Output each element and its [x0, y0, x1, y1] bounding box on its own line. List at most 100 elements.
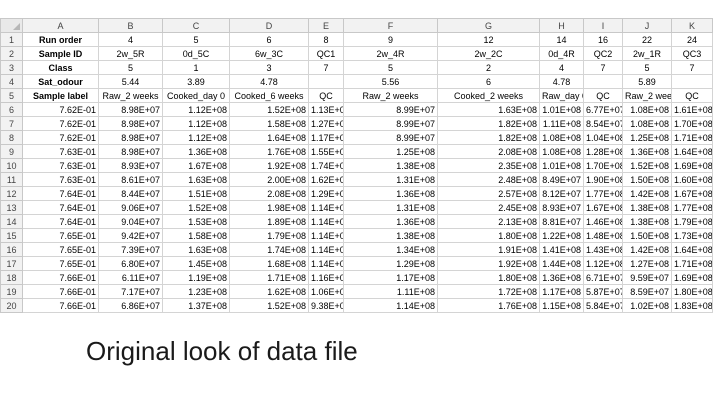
- sheet-cell[interactable]: 2.08E+08: [437, 144, 540, 159]
- sheet-cell[interactable]: 1.89E+08: [229, 214, 309, 229]
- row-header[interactable]: 18: [0, 270, 23, 285]
- sheet-cell[interactable]: 1.64E+08: [229, 130, 309, 145]
- sheet-cell[interactable]: 1.04E+08: [583, 130, 623, 145]
- sheet-cell[interactable]: 1.38E+08: [343, 158, 438, 173]
- sheet-cell[interactable]: 8.81E+07: [539, 214, 584, 229]
- sheet-cell[interactable]: 1.36E+08: [622, 144, 672, 159]
- sheet-cell[interactable]: 7: [583, 60, 623, 75]
- sheet-cell[interactable]: 7.62E-01: [22, 116, 99, 131]
- sheet-cell[interactable]: 1.29E+08: [308, 186, 344, 201]
- sheet-cell[interactable]: [308, 74, 344, 89]
- sheet-cell[interactable]: Raw_2 weeks: [98, 88, 163, 103]
- row-header[interactable]: 8: [0, 130, 23, 145]
- sheet-cell[interactable]: 2.00E+08: [229, 172, 309, 187]
- sheet-cell[interactable]: 4.78: [539, 74, 584, 89]
- sheet-cell[interactable]: 1.02E+08: [622, 298, 672, 313]
- sheet-cell[interactable]: 8.98E+07: [98, 102, 163, 117]
- sheet-cell[interactable]: Cooked_2 weeks: [437, 88, 540, 103]
- sheet-cell[interactable]: 8.54E+07: [583, 116, 623, 131]
- row-header[interactable]: 7: [0, 116, 23, 131]
- sheet-cell[interactable]: 1.69E+08: [671, 158, 713, 173]
- sheet-cell[interactable]: 1.52E+08: [162, 200, 230, 215]
- sheet-cell[interactable]: 6.77E+07: [583, 102, 623, 117]
- sheet-cell[interactable]: 1.79E+08: [229, 228, 309, 243]
- sheet-cell[interactable]: 1.06E+08: [308, 284, 344, 299]
- sheet-cell[interactable]: 1.45E+08: [162, 256, 230, 271]
- column-header-g[interactable]: G: [437, 18, 540, 33]
- sheet-cell[interactable]: 1.25E+08: [343, 144, 438, 159]
- sheet-cell[interactable]: 1.38E+08: [343, 228, 438, 243]
- column-header-c[interactable]: C: [162, 18, 230, 33]
- sheet-cell[interactable]: 1.80E+08: [437, 228, 540, 243]
- sheet-cell[interactable]: 0d_4R: [539, 46, 584, 61]
- sheet-cell[interactable]: 1.17E+08: [308, 130, 344, 145]
- column-header-f[interactable]: F: [343, 18, 438, 33]
- sheet-cell[interactable]: 9: [343, 32, 438, 47]
- sheet-cell[interactable]: 1.11E+08: [539, 116, 584, 131]
- sheet-cell[interactable]: 8.44E+07: [98, 186, 163, 201]
- column-header-j[interactable]: J: [622, 18, 672, 33]
- sheet-cell[interactable]: 2.13E+08: [437, 214, 540, 229]
- column-header-k[interactable]: K: [671, 18, 713, 33]
- sheet-cell[interactable]: 1.11E+08: [343, 284, 438, 299]
- sheet-cell[interactable]: 1.61E+08: [671, 102, 713, 117]
- sheet-cell[interactable]: 4: [539, 60, 584, 75]
- sheet-cell[interactable]: 1.51E+08: [162, 186, 230, 201]
- sheet-cell[interactable]: 1.15E+08: [539, 298, 584, 313]
- sheet-cell[interactable]: 2.35E+08: [437, 158, 540, 173]
- sheet-cell[interactable]: Cooked_6 weeks: [229, 88, 309, 103]
- sheet-cell[interactable]: 1.23E+08: [162, 284, 230, 299]
- sheet-cell[interactable]: 1.64E+08: [671, 144, 713, 159]
- column-header-b[interactable]: B: [98, 18, 163, 33]
- select-all-corner[interactable]: [0, 18, 23, 33]
- row-header[interactable]: 17: [0, 256, 23, 271]
- sheet-cell[interactable]: 1.73E+08: [671, 228, 713, 243]
- sheet-cell[interactable]: 1.12E+08: [162, 130, 230, 145]
- sheet-cell[interactable]: 1.71E+08: [229, 270, 309, 285]
- sheet-cell[interactable]: 1.68E+08: [229, 256, 309, 271]
- sheet-cell[interactable]: Cooked_day 0: [162, 88, 230, 103]
- sheet-cell[interactable]: 1.70E+08: [671, 116, 713, 131]
- sheet-cell[interactable]: 1.52E+08: [622, 158, 672, 173]
- sheet-cell[interactable]: 1.01E+08: [539, 158, 584, 173]
- sheet-cell[interactable]: 1.76E+08: [229, 144, 309, 159]
- sheet-cell[interactable]: 2w_4R: [343, 46, 438, 61]
- sheet-cell[interactable]: 0d_5C: [162, 46, 230, 61]
- sheet-cell[interactable]: 1.63E+08: [437, 102, 540, 117]
- sheet-cell[interactable]: 1.38E+08: [622, 214, 672, 229]
- sheet-cell[interactable]: 8: [308, 32, 344, 47]
- sheet-cell[interactable]: QC3: [671, 46, 713, 61]
- sheet-cell[interactable]: 2w_5R: [98, 46, 163, 61]
- sheet-cell[interactable]: 1.36E+08: [162, 144, 230, 159]
- sheet-cell[interactable]: Raw_day 0: [539, 88, 584, 103]
- sheet-cell[interactable]: 7.62E-01: [22, 102, 99, 117]
- sheet-cell[interactable]: 14: [539, 32, 584, 47]
- row-header[interactable]: 14: [0, 214, 23, 229]
- sheet-cell[interactable]: 1.42E+08: [622, 242, 672, 257]
- sheet-cell[interactable]: 16: [583, 32, 623, 47]
- sheet-cell[interactable]: 1.71E+08: [671, 256, 713, 271]
- sheet-cell[interactable]: 7.65E-01: [22, 242, 99, 257]
- sheet-cell[interactable]: 6w_3C: [229, 46, 309, 61]
- sheet-cell[interactable]: 1: [162, 60, 230, 75]
- sheet-cell[interactable]: 5.89: [622, 74, 672, 89]
- sheet-cell[interactable]: 1.69E+08: [671, 270, 713, 285]
- sheet-cell[interactable]: Raw_2 weeks: [622, 88, 672, 103]
- sheet-cell[interactable]: 1.71E+08: [671, 130, 713, 145]
- sheet-cell[interactable]: 1.92E+08: [437, 256, 540, 271]
- sheet-cell[interactable]: 1.19E+08: [162, 270, 230, 285]
- sheet-cell[interactable]: 8.61E+07: [98, 172, 163, 187]
- sheet-cell[interactable]: 1.14E+08: [308, 228, 344, 243]
- sheet-cell[interactable]: 1.80E+08: [437, 270, 540, 285]
- sheet-cell[interactable]: 1.74E+08: [308, 158, 344, 173]
- sheet-cell[interactable]: 1.50E+08: [622, 228, 672, 243]
- row-label-cell[interactable]: Sat_odour: [22, 74, 99, 89]
- sheet-cell[interactable]: 9.38E+07: [308, 298, 344, 313]
- sheet-cell[interactable]: 1.31E+08: [343, 200, 438, 215]
- sheet-cell[interactable]: 1.67E+08: [583, 200, 623, 215]
- sheet-cell[interactable]: 7.64E-01: [22, 200, 99, 215]
- sheet-cell[interactable]: 4.78: [229, 74, 309, 89]
- sheet-cell[interactable]: 1.52E+08: [229, 102, 309, 117]
- sheet-cell[interactable]: [671, 74, 713, 89]
- sheet-cell[interactable]: 22: [622, 32, 672, 47]
